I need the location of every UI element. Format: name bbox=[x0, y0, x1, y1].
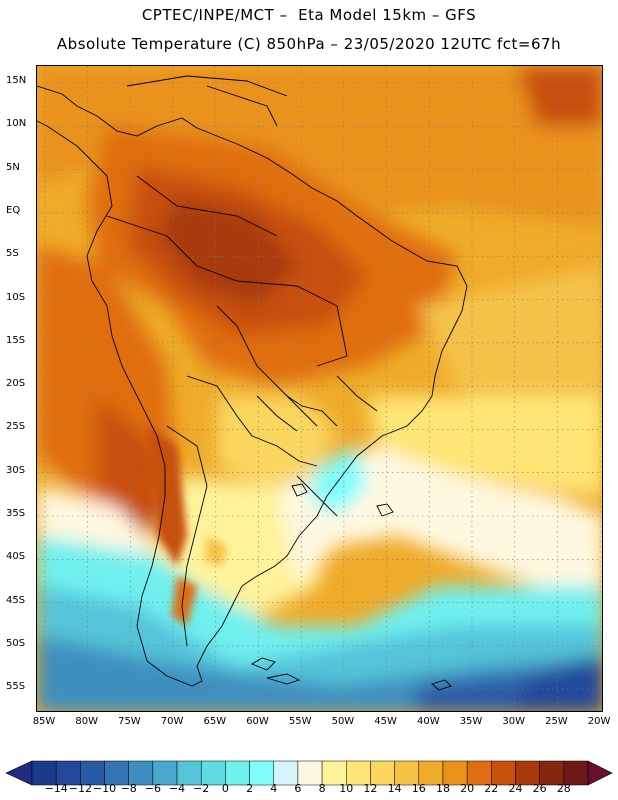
colorbar-swatch bbox=[418, 760, 444, 786]
colorbar-swatch bbox=[515, 760, 540, 786]
colorbar-swatch bbox=[31, 760, 57, 786]
lon-label-70w: 70W bbox=[160, 716, 184, 727]
lon-label-85w: 85W bbox=[32, 716, 56, 727]
lon-label-40w: 40W bbox=[416, 716, 440, 727]
colorbar-label: 10 bbox=[339, 782, 354, 795]
colorbar-label: 26 bbox=[532, 782, 547, 795]
lat-label-20s: 20S bbox=[6, 378, 26, 390]
colorbar-label: 16 bbox=[411, 782, 426, 795]
colorbar-label: 12 bbox=[363, 782, 378, 795]
colorbar bbox=[5, 760, 613, 786]
lat-label-25s: 25S bbox=[6, 421, 26, 433]
colorbar-label: 14 bbox=[387, 782, 402, 795]
colorbar-swatch bbox=[176, 760, 202, 786]
colorbar-swatch bbox=[225, 760, 250, 786]
colorbar-swatch bbox=[104, 760, 129, 786]
lat-label-eq: EQ bbox=[6, 204, 21, 216]
colorbar-swatch bbox=[55, 760, 81, 786]
colorbar-swatch bbox=[200, 760, 226, 786]
lat-label-15n: 15N bbox=[6, 75, 27, 86]
colorbar-label: 24 bbox=[508, 782, 523, 795]
colorbar-swatch bbox=[128, 760, 154, 786]
lon-label-20w: 20W bbox=[587, 716, 611, 727]
lat-label-5s: 5S bbox=[6, 248, 19, 260]
temperature-map bbox=[36, 65, 603, 712]
colorbar-label: 0 bbox=[221, 782, 229, 795]
lat-label-10n: 10N bbox=[6, 118, 27, 130]
colorbar-label: −4 bbox=[168, 782, 186, 795]
colorbar-label: 22 bbox=[484, 782, 499, 795]
lon-label-80w: 80W bbox=[75, 716, 98, 727]
lon-label-75w: 75W bbox=[118, 716, 141, 727]
colorbar-swatch bbox=[80, 760, 105, 786]
colorbar-swatch bbox=[394, 760, 420, 786]
colorbar-label: 6 bbox=[294, 782, 302, 795]
colorbar-label: −6 bbox=[144, 782, 161, 795]
lon-label-35w: 35W bbox=[459, 716, 483, 727]
colorbar-over-arrow bbox=[587, 760, 613, 786]
colorbar-swatch bbox=[249, 760, 274, 786]
colorbar-label: 18 bbox=[435, 782, 450, 795]
colorbar-label: −2 bbox=[193, 782, 210, 795]
lat-label-5n: 5N bbox=[6, 161, 20, 173]
colorbar-label: 2 bbox=[246, 782, 254, 795]
lat-label-55s: 55S bbox=[6, 681, 26, 693]
colorbar-swatch bbox=[466, 760, 492, 786]
lon-label-50w: 50W bbox=[331, 716, 355, 727]
lon-label-60w: 60W bbox=[246, 716, 269, 727]
lat-label-50s: 50S bbox=[6, 637, 26, 649]
map-title-line1: CPTEC/INPE/MCT – Eta Model 15km – GFS bbox=[141, 6, 477, 24]
lon-label-25w: 25W bbox=[545, 716, 568, 727]
lat-label-40s: 40S bbox=[6, 551, 26, 563]
colorbar-label: 4 bbox=[270, 782, 278, 795]
colorbar-label: −12 bbox=[68, 782, 92, 795]
coastlines bbox=[37, 75, 468, 691]
map-canvas bbox=[37, 66, 602, 711]
lat-label-15s: 15S bbox=[6, 334, 26, 346]
lat-label-45s: 45S bbox=[6, 594, 26, 606]
map-title-line2: Absolute Temperature (C) 850hPa – 23/05/… bbox=[56, 35, 562, 53]
lat-label-30s: 30S bbox=[6, 464, 26, 476]
lon-label-65w: 65W bbox=[203, 716, 227, 727]
lat-label-10s: 10S bbox=[6, 291, 26, 303]
colorbar-label: −8 bbox=[120, 782, 137, 795]
colorbar-label: −14 bbox=[44, 782, 68, 795]
colorbar-under-arrow bbox=[5, 760, 33, 786]
colorbar-swatch bbox=[563, 760, 589, 786]
lon-label-30w: 30W bbox=[502, 716, 525, 727]
lon-label-45w: 45W bbox=[374, 716, 397, 727]
colorbar-label: −10 bbox=[92, 782, 117, 795]
colorbar-swatch bbox=[297, 760, 323, 786]
lat-label-35s: 35S bbox=[6, 508, 26, 519]
colorbar-label: 28 bbox=[556, 782, 571, 795]
colorbar-label: 20 bbox=[460, 782, 475, 795]
colorbar-swatch bbox=[370, 760, 395, 786]
colorbar-label: 8 bbox=[318, 782, 326, 795]
colorbar-swatch bbox=[273, 760, 299, 786]
lon-label-55w: 55W bbox=[288, 716, 312, 727]
